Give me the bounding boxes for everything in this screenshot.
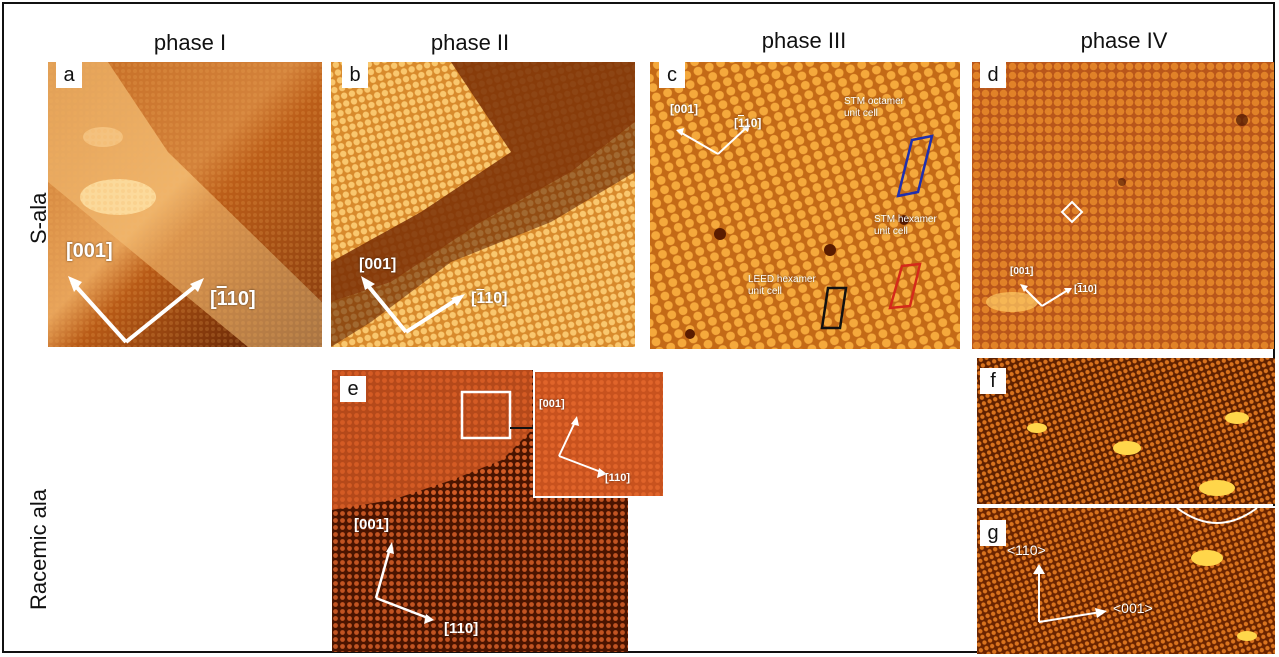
panel-d-stm-image: [001] [110] xyxy=(972,62,1274,349)
panel-label-g: g xyxy=(980,520,1006,546)
panel-a-direction-110: [110] xyxy=(210,288,256,310)
panel-g-stm-image: <110> <001> xyxy=(977,506,1275,654)
panel-b-surface xyxy=(331,62,635,347)
panel-label-c: c xyxy=(659,62,685,88)
panel-e-inset-direction-001: [001] xyxy=(539,398,565,410)
panel-e-surface xyxy=(332,370,628,652)
panel-c-surface xyxy=(650,62,960,349)
panel-label-f: f xyxy=(980,368,1006,394)
panel-e-inset: [001] [110] xyxy=(533,370,665,498)
panel-b-direction-001: [001] xyxy=(359,256,397,273)
column-title-phase-3: phase III xyxy=(761,28,847,53)
panel-label-b: b xyxy=(342,62,368,88)
panel-label-e: e xyxy=(340,376,366,402)
panel-b-direction-110: [110] xyxy=(471,290,508,307)
column-title-phase-4: phase IV xyxy=(1080,28,1168,53)
panel-c-stm-octamer-label: STM octamer unit cell xyxy=(844,96,905,119)
panel-d-surface xyxy=(972,62,1274,349)
panel-e-direction-001: [001] xyxy=(354,516,390,533)
column-title-phase-1: phase I xyxy=(153,30,227,55)
panel-c-direction-001: [001] xyxy=(670,102,699,116)
column-title-phase-2: phase II xyxy=(430,30,510,55)
panel-c-stm-hexamer-label: STM hexamer unit cell xyxy=(874,214,937,237)
panel-e-inset-direction-110: [110] xyxy=(605,472,631,484)
panel-e-stm-image: [001] [110] xyxy=(332,370,628,652)
panel-f-stm-image xyxy=(977,358,1275,504)
panel-a-stm-image: [001] [110] xyxy=(48,62,322,347)
panel-d-direction-110: [110] xyxy=(1074,284,1097,295)
panel-g-direction-110: <110> xyxy=(1007,542,1046,558)
panel-g-surface xyxy=(977,508,1275,654)
panel-g-direction-001: <001> xyxy=(1113,600,1153,616)
panel-c-direction-110: [110] xyxy=(734,116,762,130)
panel-e-inset-surface xyxy=(535,372,663,496)
panel-label-d: d xyxy=(980,62,1006,88)
panel-a-surface xyxy=(48,62,322,347)
row-title-racemic-ala: Racemic ala xyxy=(26,488,51,610)
panel-c-leed-hexamer-label: LEED hexamer unit cell xyxy=(748,274,816,297)
panel-f-surface xyxy=(977,358,1275,504)
panel-c-stm-image: [001] [110] STM octamer unit cell STM he… xyxy=(650,62,960,349)
panel-e-direction-110: [110] xyxy=(444,620,479,637)
panel-label-a: a xyxy=(56,62,82,88)
panel-d-direction-001: [001] xyxy=(1010,266,1034,277)
panel-a-direction-001: [001] xyxy=(66,240,113,262)
panel-b-stm-image: [001] [110] xyxy=(331,62,635,347)
